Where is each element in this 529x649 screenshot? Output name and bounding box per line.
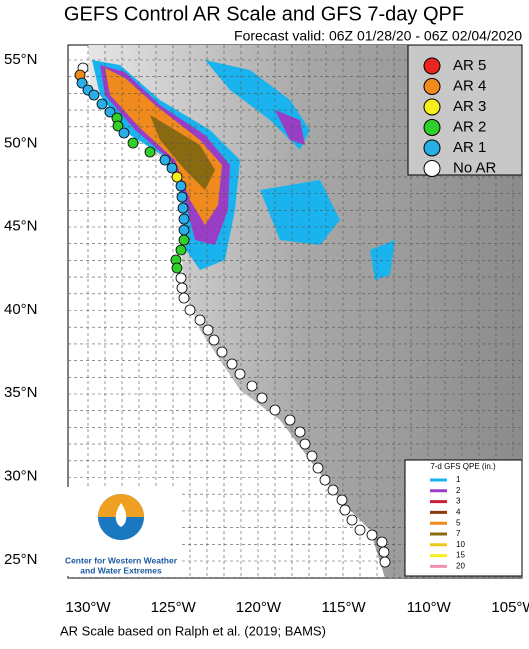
ar-point [336, 494, 348, 506]
ar-legend-marker [423, 98, 441, 116]
logo-drop [115, 503, 127, 527]
ar-point [175, 244, 187, 256]
ar-point [216, 346, 228, 358]
ar-point [226, 358, 238, 370]
lon-label: 105°W [491, 599, 529, 616]
ar-point [184, 304, 196, 316]
ar-point [294, 426, 306, 438]
ar-legend-marker [423, 57, 441, 75]
ar-point [171, 262, 183, 274]
qpe-legend-label: 10 [456, 540, 465, 549]
ar-point [354, 524, 366, 536]
logo-line1: Center for Western Weather [65, 555, 178, 565]
ar-point [284, 414, 296, 426]
ar-legend-label: AR 5 [453, 57, 486, 74]
ar-legend-marker [423, 119, 441, 136]
qpe-legend-label: 2 [456, 486, 461, 495]
ar-legend-marker [423, 160, 441, 177]
ar-point [178, 224, 190, 236]
ar-legend-marker [423, 78, 441, 95]
lat-label: 25°N [4, 551, 38, 568]
ar-legend: AR 5 AR 4 AR 3 AR 2 AR 1 No AR [423, 57, 497, 177]
lon-label: 120°W [236, 599, 282, 616]
qpe-legend-box [404, 459, 523, 577]
ar-point [319, 474, 331, 486]
ar-point [346, 514, 358, 526]
lon-label: 130°W [65, 599, 111, 616]
ar-point [269, 404, 281, 416]
lon-label: 115°W [322, 599, 367, 616]
ar-point [76, 77, 88, 89]
lat-label: 30°N [4, 467, 38, 484]
ar-legend-label: AR 1 [453, 139, 486, 156]
ar-point [127, 137, 139, 149]
ar-point [175, 180, 187, 192]
qpe-legend-label: 5 [456, 518, 461, 527]
ar-point [175, 272, 187, 284]
ar-point [104, 106, 116, 118]
ar-point [376, 536, 388, 548]
lat-label: 35°N [4, 384, 38, 401]
title: GEFS Control AR Scale and GFS 7-day QPF [64, 3, 464, 25]
ar-point [178, 213, 190, 225]
lat-label: 45°N [4, 218, 38, 235]
ar-point [176, 191, 188, 203]
ar-point [118, 127, 130, 139]
ar-point [194, 314, 206, 326]
ar-point [96, 98, 108, 110]
ar-point [379, 556, 391, 568]
qpe-legend: 1 2 3 45 7 10 15 20 [430, 475, 465, 571]
ar-point [159, 154, 171, 166]
ar-point [299, 438, 311, 450]
ar-legend-label: AR 3 [453, 98, 486, 115]
ar-legend-label: AR 2 [453, 118, 486, 135]
ar-legend-marker [423, 139, 441, 157]
logo-line2: and Water Extremes [80, 565, 162, 575]
ar-point [178, 234, 190, 246]
ar-legend-label: AR 4 [453, 77, 486, 94]
qpe-legend-label: 15 [456, 551, 465, 560]
ar-point [202, 324, 214, 336]
ar-point [327, 484, 339, 496]
lat-label: 55°N [4, 51, 38, 68]
ar-point [112, 120, 124, 132]
ar-point [176, 282, 188, 294]
ar-point [177, 202, 189, 214]
subtitle: Forecast valid: 06Z 01/28/20 - 06Z 02/04… [234, 28, 522, 44]
ar-point [88, 89, 100, 101]
lon-label: 125°W [151, 599, 197, 616]
ar-legend-label: No AR [453, 159, 497, 176]
footer: AR Scale based on Ralph et al. (2019; BA… [60, 623, 326, 638]
qpe-legend-label: 1 [456, 475, 461, 484]
ar-points [74, 62, 391, 568]
ar-point [312, 462, 324, 474]
qpe-legend-label: 20 [456, 562, 465, 571]
ar-point [234, 368, 246, 380]
ar-point [339, 504, 351, 516]
lat-label: 50°N [4, 134, 38, 151]
qpe-legend-label: 3 [456, 497, 461, 506]
lon-label: 110°W [407, 599, 452, 616]
qpe-legend-title: 7-d GFS QPE (in.) [430, 462, 496, 471]
qpe-legend-label: 7 [456, 529, 461, 538]
ar-point [208, 334, 220, 346]
lat-labels: 55°N 50°N 45°N 40°N 35°N 30°N 25°N [4, 51, 38, 568]
lat-label: 40°N [4, 301, 38, 318]
qpe-legend-label: 4 [456, 508, 461, 517]
ar-point [178, 292, 190, 304]
ar-point [166, 162, 178, 174]
logo: Center for Western Weather and Water Ext… [62, 487, 180, 576]
ar-point [256, 392, 268, 404]
ar-point [171, 171, 183, 183]
ar-point [144, 146, 156, 158]
lon-labels: 130°W 125°W 120°W 115°W 110°W 105°W [65, 599, 529, 616]
ar-point [378, 546, 390, 558]
ar-point [306, 450, 318, 462]
ar-point [366, 529, 378, 541]
ar-point [246, 380, 258, 392]
